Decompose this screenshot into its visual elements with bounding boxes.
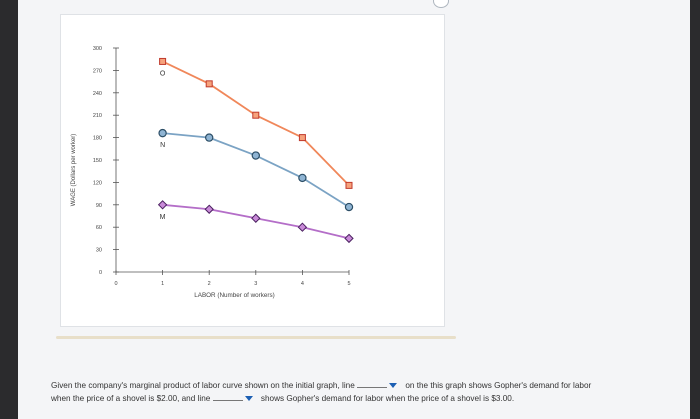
x-tick-label: 2 xyxy=(208,281,211,287)
x-tick-label: 5 xyxy=(347,281,350,287)
section-divider xyxy=(56,336,456,339)
question-part-4: shows Gopher's demand for labor when the… xyxy=(260,394,515,403)
x-tick-label: 4 xyxy=(301,281,304,287)
data-point-o xyxy=(345,181,353,189)
expand-toggle-button[interactable] xyxy=(433,0,449,8)
y-tick-label: 300 xyxy=(93,46,102,52)
y-tick-label: 270 xyxy=(93,68,102,74)
y-tick-label: 60 xyxy=(96,225,102,231)
y-tick-label: 240 xyxy=(93,91,102,97)
data-point-n xyxy=(158,128,167,138)
y-tick-label: 120 xyxy=(93,180,102,186)
data-point-o xyxy=(298,134,306,142)
x-tick-label: 0 xyxy=(114,281,117,287)
series-label-m: M xyxy=(160,214,166,221)
y-tick-label: 90 xyxy=(96,203,102,209)
y-tick-label: 150 xyxy=(93,158,102,164)
x-tick-label: 3 xyxy=(254,281,257,287)
y-tick-label: 30 xyxy=(96,248,102,254)
data-point-m xyxy=(157,200,168,210)
answer-dropdown-2[interactable] xyxy=(212,391,243,401)
question-part-2: on the this graph shows Gopher's demand … xyxy=(405,381,592,390)
question-line-2: when the price of a shovel is $2.00, and… xyxy=(51,390,691,408)
y-tick-label: 180 xyxy=(93,136,102,142)
data-point-o xyxy=(205,80,213,88)
data-point-o xyxy=(159,57,167,65)
answer-dropdown-1[interactable] xyxy=(357,378,388,388)
data-point-m xyxy=(344,233,354,244)
data-point-m xyxy=(251,213,261,223)
series-label-o: O xyxy=(160,70,166,77)
data-point-n xyxy=(204,133,214,142)
x-axis-title: LABOR (Number of workers) xyxy=(194,292,274,299)
question-part-1: Given the company's marginal product of … xyxy=(51,381,355,390)
labor-demand-chart: 0 30 60 90 120 150 180 210 240 270 300 0 1 2 3 4 5 WAGE … xyxy=(71,46,354,299)
data-point-n xyxy=(344,202,354,212)
dropdown-caret-icon[interactable] xyxy=(389,383,398,389)
page-body: 0 30 60 90 120 150 180 210 240 270 300 0 1 2 3 4 5 WAGE … xyxy=(18,0,690,419)
data-point-n xyxy=(298,173,307,183)
series-line-n xyxy=(162,132,350,208)
question-text: Given the company's marginal product of … xyxy=(51,377,691,408)
y-tick-label: 210 xyxy=(93,113,102,119)
data-point-o xyxy=(252,111,260,119)
y-axis-title: WAGE (Dollars per worker) xyxy=(71,134,77,206)
y-tick-label: 0 xyxy=(99,270,102,276)
series-line-o xyxy=(162,60,350,187)
data-point-m xyxy=(297,222,308,232)
series-label-n: N xyxy=(160,142,165,149)
x-tick-label: 1 xyxy=(161,281,164,287)
question-part-3: when the price of a shovel is $2.00, and… xyxy=(51,394,211,403)
question-line-1: Given the company's marginal product of … xyxy=(51,377,691,395)
data-point-m xyxy=(204,204,214,214)
graph-card: 0 30 60 90 120 150 180 210 240 270 300 0 1 2 3 4 5 WAGE … xyxy=(60,14,445,327)
dropdown-caret-icon[interactable] xyxy=(244,396,253,402)
data-point-n xyxy=(251,151,260,160)
